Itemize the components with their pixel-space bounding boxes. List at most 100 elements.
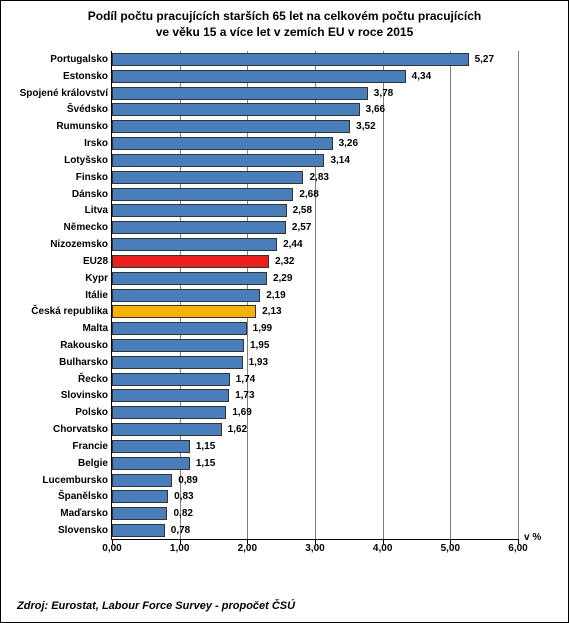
category-label: Slovinsko: [18, 390, 112, 401]
x-tick-label: 4,00: [373, 539, 392, 554]
bar: [112, 356, 243, 369]
category-label: Španělsko: [18, 491, 112, 502]
chart-row: Maďarsko0,82: [112, 507, 518, 520]
bar: [112, 457, 190, 470]
chart-row: Slovinsko1,73: [112, 389, 518, 402]
source-text: Zdroj: Eurostat, Labour Force Survey - p…: [17, 600, 295, 612]
category-label: Rakousko: [18, 340, 112, 351]
bar: [112, 507, 167, 520]
chart-row: Bulharsko1,93: [112, 356, 518, 369]
category-label: Finsko: [18, 172, 112, 183]
chart-row: Portugalsko5,27: [112, 53, 518, 66]
bar: [112, 120, 350, 133]
value-label: 1,99: [247, 323, 272, 334]
title-line-1: Podíl počtu pracujících starších 65 let …: [88, 9, 481, 23]
chart-row: Rumunsko3,52: [112, 120, 518, 133]
bar: [112, 204, 287, 217]
value-label: 1,15: [190, 441, 215, 452]
value-label: 2,68: [293, 189, 318, 200]
chart-row: Dánsko2,68: [112, 188, 518, 201]
bar: [112, 373, 230, 386]
bar: [112, 339, 244, 352]
chart-row: Irsko3,26: [112, 137, 518, 150]
value-label: 0,82: [167, 508, 192, 519]
category-label: Rumunsko: [18, 121, 112, 132]
bar: [112, 87, 368, 100]
value-label: 3,14: [324, 155, 349, 166]
value-label: 1,15: [190, 458, 215, 469]
chart-row: Litva2,58: [112, 204, 518, 217]
category-label: Itálie: [18, 290, 112, 301]
category-label: Slovensko: [18, 525, 112, 536]
x-tick-label: 5,00: [441, 539, 460, 554]
category-label: Lotyšsko: [18, 155, 112, 166]
value-label: 2,58: [287, 205, 312, 216]
value-label: 1,69: [226, 407, 251, 418]
plot-area: 0,001,002,003,004,005,006,00Portugalsko5…: [111, 51, 518, 540]
chart-title: Podíl počtu pracujících starších 65 let …: [1, 1, 568, 44]
value-label: 1,74: [230, 374, 255, 385]
value-label: 5,27: [469, 54, 494, 65]
category-label: Irsko: [18, 138, 112, 149]
plot-wrap: 0,001,002,003,004,005,006,00Portugalsko5…: [17, 51, 552, 562]
value-label: 3,26: [333, 138, 358, 149]
chart-row: Nizozemsko2,44: [112, 238, 518, 251]
bar: [112, 188, 293, 201]
bar: [112, 137, 333, 150]
bar: [112, 272, 267, 285]
category-label: EU28: [18, 256, 112, 267]
bar: [112, 389, 229, 402]
chart-row: Lucembursko0,89: [112, 474, 518, 487]
value-label: 1,95: [244, 340, 269, 351]
x-unit-label: v %: [524, 532, 541, 543]
value-label: 0,83: [168, 491, 193, 502]
chart-row: Belgie1,15: [112, 457, 518, 470]
chart-row: Lotyšsko3,14: [112, 154, 518, 167]
category-label: Lucembursko: [18, 475, 112, 486]
category-label: Německo: [18, 222, 112, 233]
value-label: 0,89: [172, 475, 197, 486]
bar: [112, 70, 406, 83]
x-tick-label: 3,00: [305, 539, 324, 554]
value-label: 2,29: [267, 273, 292, 284]
bar: [112, 322, 247, 335]
category-label: Česká republika: [18, 306, 112, 317]
category-label: Maďarsko: [18, 508, 112, 519]
category-label: Kypr: [18, 273, 112, 284]
category-label: Nizozemsko: [18, 239, 112, 250]
chart-row: Estonsko4,34: [112, 70, 518, 83]
chart-row: Polsko1,69: [112, 406, 518, 419]
chart-row: Kypr2,29: [112, 272, 518, 285]
bar: [112, 221, 286, 234]
category-label: Portugalsko: [18, 54, 112, 65]
value-label: 2,32: [269, 256, 294, 267]
category-label: Chorvatsko: [18, 424, 112, 435]
bar: [112, 406, 226, 419]
bar: [112, 440, 190, 453]
chart-row: EU282,32: [112, 255, 518, 268]
bar: [112, 423, 222, 436]
value-label: 2,57: [286, 222, 311, 233]
bar: [112, 289, 260, 302]
category-label: Estonsko: [18, 71, 112, 82]
category-label: Belgie: [18, 458, 112, 469]
chart-row: Německo2,57: [112, 221, 518, 234]
bar: [112, 255, 269, 268]
bar: [112, 171, 303, 184]
bar: [112, 154, 324, 167]
chart-row: Švédsko3,66: [112, 103, 518, 116]
chart-row: Řecko1,74: [112, 373, 518, 386]
value-label: 1,62: [222, 424, 247, 435]
bar: [112, 524, 165, 537]
value-label: 2,19: [260, 290, 285, 301]
category-label: Švédsko: [18, 104, 112, 115]
grid-line: [518, 51, 519, 539]
chart-frame: Podíl počtu pracujících starších 65 let …: [0, 0, 569, 623]
value-label: 0,78: [165, 525, 190, 536]
value-label: 1,73: [229, 390, 254, 401]
category-label: Polsko: [18, 407, 112, 418]
value-label: 3,66: [360, 104, 385, 115]
x-tick-label: 1,00: [170, 539, 189, 554]
bar: [112, 238, 277, 251]
bar: [112, 305, 256, 318]
